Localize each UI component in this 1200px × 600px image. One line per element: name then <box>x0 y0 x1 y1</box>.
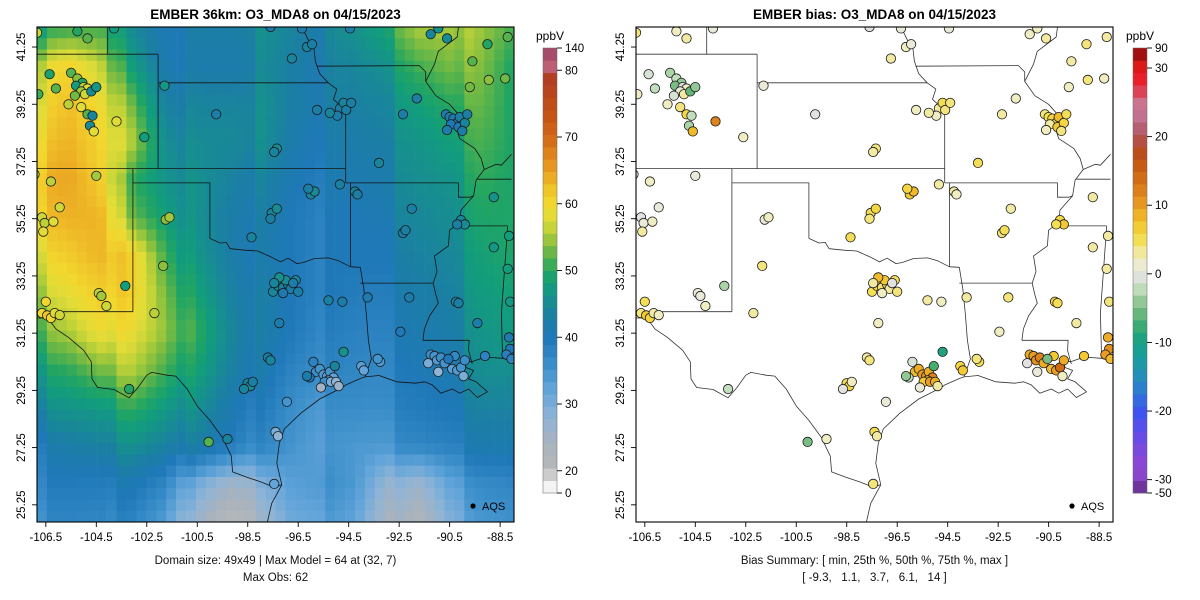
aqs-dot-icon <box>1069 503 1075 509</box>
svg-text:-98.5: -98.5 <box>235 532 261 544</box>
right-caption-line2: [ -9.3, 1.1, 3.7, 6.1, 14 ] <box>802 572 947 584</box>
svg-text:-104.5: -104.5 <box>80 532 113 544</box>
svg-text:20: 20 <box>565 466 578 478</box>
svg-text:80: 80 <box>565 65 578 77</box>
axes: -106.5 -104.5 -102.5 -100.5 -98.5 -96.5 -94.5 -… <box>16 33 513 544</box>
svg-text:37.25: 37.25 <box>615 147 627 176</box>
aqs-legend: AQS <box>470 501 505 513</box>
svg-text:-102.5: -102.5 <box>130 532 163 544</box>
svg-text:-106.5: -106.5 <box>629 532 662 544</box>
axes: -106.5 -104.5 -102.5 -100.5 -98.5 -96.5 -94.5 -… <box>615 33 1112 544</box>
svg-text:60: 60 <box>565 199 578 211</box>
svg-text:25.25: 25.25 <box>615 490 627 519</box>
svg-text:-106.5: -106.5 <box>30 532 63 544</box>
svg-text:140: 140 <box>565 43 584 55</box>
model-map-panel: -106.5 -104.5 -102.5 -100.5 -98.5 -96.5 -94.5 -… <box>16 26 584 544</box>
svg-text:-50: -50 <box>1155 488 1172 500</box>
state-borders <box>37 27 514 522</box>
svg-text:-90.5: -90.5 <box>1036 532 1062 544</box>
svg-text:-92.5: -92.5 <box>985 532 1011 544</box>
svg-text:40: 40 <box>565 332 578 344</box>
svg-text:ppbV: ppbV <box>536 29 564 43</box>
svg-text:25.25: 25.25 <box>16 490 28 519</box>
svg-text:33.25: 33.25 <box>16 262 28 291</box>
svg-text:-104.5: -104.5 <box>679 532 712 544</box>
svg-text:-20: -20 <box>1155 406 1172 418</box>
bias-map-panel: -106.5 -104.5 -102.5 -100.5 -98.5 -96.5 -94.5 -… <box>615 26 1172 544</box>
left-panel-title: EMBER 36km: O3_MDA8 on 04/15/2023 <box>150 7 401 22</box>
svg-text:20: 20 <box>1155 132 1168 144</box>
svg-text:ppbV: ppbV <box>1126 29 1154 43</box>
right-panel-title: EMBER bias: O3_MDA8 on 04/15/2023 <box>752 7 997 22</box>
svg-text:-90.5: -90.5 <box>437 532 463 544</box>
svg-text:-30: -30 <box>1155 475 1172 487</box>
aqs-legend: AQS <box>1069 501 1104 513</box>
svg-text:41.25: 41.25 <box>16 33 28 62</box>
svg-text:37.25: 37.25 <box>16 147 28 176</box>
bias-dots <box>636 27 1113 489</box>
svg-text:70: 70 <box>565 132 578 144</box>
svg-text:31.25: 31.25 <box>615 319 627 348</box>
plot-frame <box>635 26 1114 523</box>
svg-text:35.25: 35.25 <box>615 204 627 233</box>
svg-text:33.25: 33.25 <box>615 262 627 291</box>
svg-text:35.25: 35.25 <box>16 204 28 233</box>
svg-text:50: 50 <box>565 266 578 278</box>
svg-text:-100.5: -100.5 <box>181 532 214 544</box>
svg-text:30: 30 <box>1155 63 1168 75</box>
svg-text:0: 0 <box>1155 269 1161 281</box>
svg-text:-94.5: -94.5 <box>336 532 362 544</box>
svg-text:0: 0 <box>565 488 571 500</box>
svg-text:-10: -10 <box>1155 337 1172 349</box>
state-borders <box>636 27 1113 522</box>
svg-text:-102.5: -102.5 <box>729 532 762 544</box>
svg-text:-92.5: -92.5 <box>386 532 412 544</box>
svg-text:-96.5: -96.5 <box>884 532 910 544</box>
svg-text:41.25: 41.25 <box>615 33 627 62</box>
svg-text:10: 10 <box>1155 200 1168 212</box>
svg-text:AQS: AQS <box>482 501 505 513</box>
svg-text:90: 90 <box>1155 43 1168 55</box>
left-caption-line2: Max Obs: 62 <box>242 572 309 584</box>
svg-text:-98.5: -98.5 <box>834 532 860 544</box>
svg-text:-100.5: -100.5 <box>780 532 813 544</box>
svg-text:-88.5: -88.5 <box>487 532 513 544</box>
svg-text:-94.5: -94.5 <box>935 532 961 544</box>
svg-text:39.25: 39.25 <box>16 90 28 119</box>
svg-text:39.25: 39.25 <box>615 90 627 119</box>
obs-dots <box>37 27 514 489</box>
svg-text:27.25: 27.25 <box>615 433 627 462</box>
svg-text:-96.5: -96.5 <box>285 532 311 544</box>
aqs-dot-icon <box>470 503 476 509</box>
plot-frame <box>36 26 515 523</box>
svg-text:29.25: 29.25 <box>615 376 627 405</box>
left-caption-line1: Domain size: 49x49 | Max Model = 64 at (… <box>154 555 397 567</box>
svg-text:31.25: 31.25 <box>16 319 28 348</box>
right-caption-line1: Bias Summary: [ min, 25th %, 50th %, 75t… <box>740 555 1009 567</box>
svg-text:27.25: 27.25 <box>16 433 28 462</box>
svg-text:-88.5: -88.5 <box>1086 532 1112 544</box>
svg-text:30: 30 <box>565 399 578 411</box>
svg-text:AQS: AQS <box>1081 501 1104 513</box>
svg-text:29.25: 29.25 <box>16 376 28 405</box>
